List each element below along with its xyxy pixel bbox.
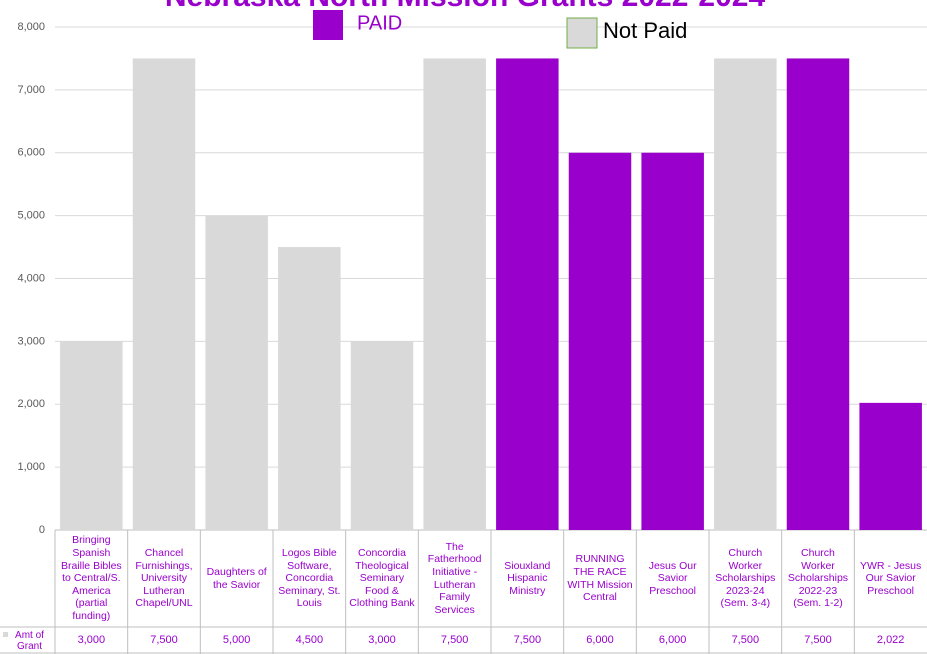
bar bbox=[496, 58, 559, 530]
category-label: Concordia Theological Seminary Food & Cl… bbox=[349, 547, 415, 610]
legend-label: PAID bbox=[357, 12, 402, 34]
value-label: 5,000 bbox=[222, 633, 251, 646]
legend-label: Not Paid bbox=[603, 18, 687, 43]
category-label: YWR - Jesus Our Savior Preschool bbox=[860, 559, 922, 597]
legend-swatch bbox=[313, 10, 343, 40]
category-label: Daughters of the Savior bbox=[206, 565, 267, 591]
bar bbox=[278, 247, 341, 530]
bar bbox=[859, 402, 922, 530]
value-label: 2,022 bbox=[876, 633, 905, 646]
y-tick-label: 6,000 bbox=[17, 147, 45, 159]
y-tick-label: 4,000 bbox=[17, 272, 45, 284]
category-label: RUNNING THE RACE WITH Mission Central bbox=[567, 553, 633, 604]
y-tick-label: 1,000 bbox=[17, 461, 45, 473]
value-label: 7,500 bbox=[804, 633, 832, 646]
y-tick-label: 8,000 bbox=[17, 21, 45, 33]
category-label: Church Worker Scholarships 2022-23 (Sem.… bbox=[787, 547, 849, 610]
bar bbox=[350, 341, 414, 530]
category-label: Church Worker Scholarships 2023-24 (Sem.… bbox=[715, 547, 776, 610]
legend-swatch bbox=[566, 17, 598, 49]
category-label: Bringing Spanish Braille Bibles to Centr… bbox=[60, 534, 122, 622]
bar bbox=[714, 58, 777, 530]
y-tick-label: 0 bbox=[39, 524, 45, 536]
value-label: 6,000 bbox=[658, 633, 687, 646]
category-label: Siouxland Hispanic Ministry bbox=[504, 559, 551, 597]
row-swatch bbox=[3, 632, 8, 637]
bar bbox=[423, 58, 486, 530]
bar bbox=[786, 58, 850, 530]
bar bbox=[641, 152, 704, 530]
value-label: 7,500 bbox=[731, 633, 760, 646]
value-label: 7,500 bbox=[513, 633, 542, 646]
category-label: Logos Bible Software, Concordia Seminary… bbox=[278, 547, 341, 610]
y-tick-label: 5,000 bbox=[17, 210, 45, 222]
bar bbox=[132, 58, 196, 530]
y-tick-label: 7,000 bbox=[17, 84, 45, 96]
value-label: 6,000 bbox=[586, 633, 614, 646]
value-label: 3,000 bbox=[77, 633, 106, 646]
y-tick-label: 2,000 bbox=[17, 398, 45, 410]
category-label: The Fatherhood Initiative - Lutheran Fam… bbox=[427, 540, 482, 616]
value-label: 7,500 bbox=[440, 633, 469, 646]
value-label: 7,500 bbox=[150, 633, 178, 646]
bar bbox=[60, 341, 123, 530]
y-tick-label: 3,000 bbox=[17, 335, 45, 347]
value-label: 4,500 bbox=[295, 633, 324, 646]
category-label: Jesus Our Savior Preschool bbox=[648, 559, 697, 597]
bar bbox=[205, 215, 268, 530]
chart-title: Nebraska North Mission Grants 2022-2024 bbox=[165, 0, 766, 13]
bar bbox=[568, 152, 632, 530]
row-label: Amt of Grant bbox=[15, 629, 44, 652]
category-label: Chancel Furnishings, University Lutheran… bbox=[135, 547, 193, 610]
value-label: 3,000 bbox=[368, 633, 396, 646]
